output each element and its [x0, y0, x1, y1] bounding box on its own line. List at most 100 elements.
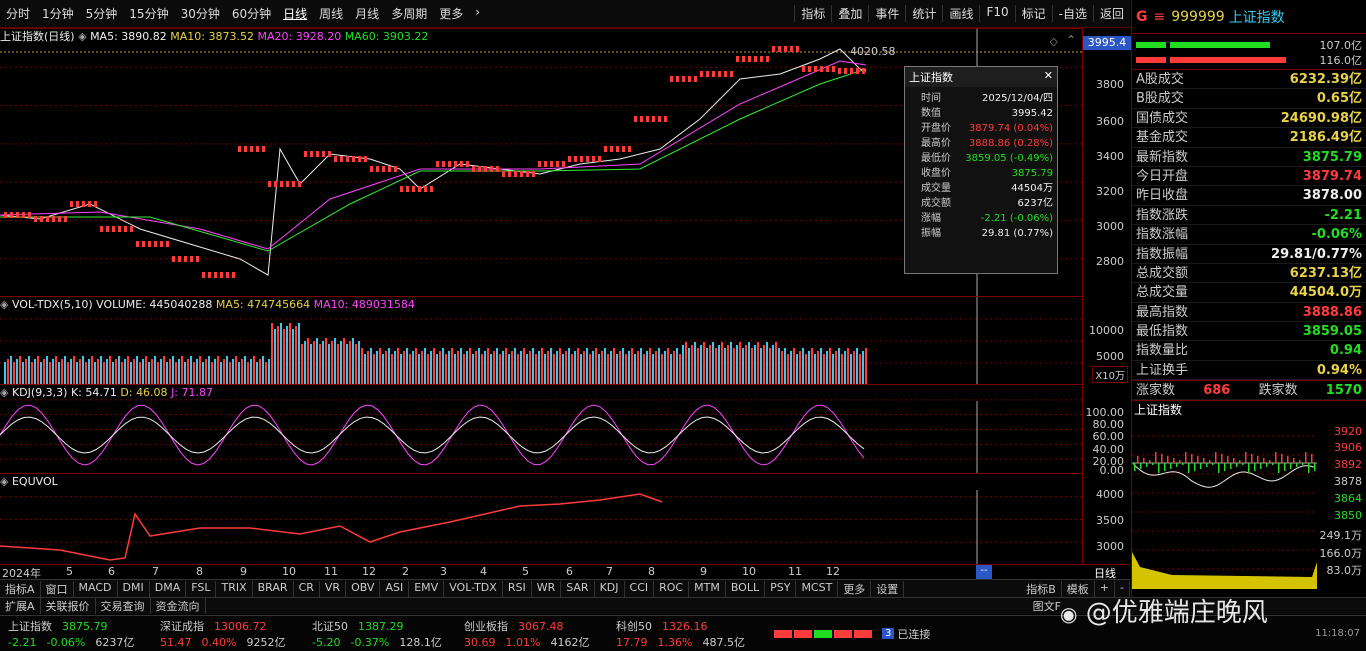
indicator-tab-0[interactable]: 指标A: [0, 580, 41, 597]
indicator-tab-18[interactable]: CCI: [625, 580, 655, 597]
tab-1[interactable]: 1分钟: [42, 7, 74, 21]
indicator-tab-2[interactable]: MACD: [74, 580, 118, 597]
connection-badge: 3: [882, 628, 895, 639]
indicator-right-2[interactable]: +: [1095, 580, 1116, 597]
indicator-tab-12[interactable]: EMV: [409, 580, 445, 597]
indicator-tab-4[interactable]: DMA: [150, 580, 187, 597]
settings-diamond-icon[interactable]: ◈: [78, 30, 87, 43]
price-pane[interactable]: 上证指数(日线) ◈ MA5: 3890.82 MA10: 3873.52 MA…: [0, 28, 1082, 297]
collapse-up-icon[interactable]: ⌃: [1065, 33, 1076, 47]
index-ticker[interactable]: 深证成指 13006.72 51.47 0.40% 9252亿: [152, 618, 304, 650]
kdj-chart[interactable]: [0, 385, 1082, 474]
toolbar-action-2[interactable]: 事件: [868, 5, 905, 22]
volume-chart[interactable]: [0, 297, 1082, 385]
toolbar-actions: 指标 叠加 事件 统计 画线 F10 标记 -自选 返回: [794, 5, 1130, 22]
indicator-tab-9[interactable]: VR: [320, 580, 347, 597]
tooltip-value: -2.21 (-0.06%): [980, 213, 1053, 224]
pane-menu-icon[interactable]: ◈: [0, 298, 9, 311]
date-tick: 3: [440, 565, 447, 578]
tooltip-value: 44504万: [1011, 183, 1053, 194]
indicator-tab-5[interactable]: FSL: [186, 580, 217, 597]
more-chevron-icon[interactable]: ›: [475, 5, 481, 19]
tab-7[interactable]: 周线: [319, 7, 344, 21]
toolbar-action-1[interactable]: 叠加: [831, 5, 868, 22]
indicator-tab-16[interactable]: SAR: [561, 580, 595, 597]
indicator-tab-1[interactable]: 窗口: [41, 580, 74, 597]
indicator-tab-6[interactable]: TRIX: [216, 580, 253, 597]
stat-label: 总成交量: [1136, 285, 1189, 301]
tab-6[interactable]: 日线: [283, 7, 308, 21]
intraday-mini-chart[interactable]: 上证指数 3920 3906 3892 3878 3864 3850 249.1万 166.0…: [1132, 399, 1366, 590]
tab-8[interactable]: 月线: [355, 7, 380, 21]
volume-pane[interactable]: ◈ VOL-TDX(5,10) VOLUME: 445040288 MA5: 4…: [0, 296, 1082, 385]
buy-bar: [1136, 42, 1166, 48]
stat-value: 0.65亿: [1316, 91, 1362, 107]
toolbar-action-4[interactable]: 画线: [942, 5, 979, 22]
indicator-tab-24[interactable]: 更多: [838, 580, 872, 597]
tab-9[interactable]: 多周期: [391, 7, 428, 21]
stat-row: 指数量比 0.94: [1132, 341, 1366, 361]
toolbar-action-0[interactable]: 指标: [794, 5, 831, 22]
indicator-right-1[interactable]: 模板: [1062, 580, 1095, 597]
index-ticker[interactable]: 北证50 1387.29 -5.20 -0.37% 128.1亿: [304, 618, 456, 650]
indicator-tab-17[interactable]: KDJ: [595, 580, 625, 597]
chart-text-tab[interactable]: 图文F: [1032, 600, 1061, 613]
indicator-tab-14[interactable]: RSI: [503, 580, 532, 597]
index-ticker[interactable]: 上证指数 3875.79 -2.21 -0.06% 6237亿: [0, 618, 152, 650]
indicator-tab-21[interactable]: BOLL: [726, 580, 766, 597]
pane-menu-icon[interactable]: ◈: [0, 386, 9, 399]
indicator-tab-15[interactable]: WR: [532, 580, 562, 597]
indicator-tab-8[interactable]: CR: [294, 580, 320, 597]
index-ticker[interactable]: 创业板指 3067.48 30.69 1.01% 4162亿: [456, 618, 608, 650]
bottom-tab-3[interactable]: 资金流向: [151, 598, 206, 614]
index-ticker[interactable]: 科创50 1326.16 17.79 1.36% 487.5亿: [608, 618, 760, 650]
date-tick: 8: [196, 565, 203, 578]
bottom-tab-0[interactable]: 扩展A: [0, 598, 41, 614]
equvol-chart[interactable]: [0, 474, 1082, 565]
indicator-tab-19[interactable]: ROC: [654, 580, 690, 597]
ticker-amount: 6237亿: [95, 635, 135, 649]
indicator-tab-7[interactable]: BRAR: [253, 580, 294, 597]
indicator-tab-3[interactable]: DMI: [118, 580, 150, 597]
indicator-tab-11[interactable]: ASI: [380, 580, 410, 597]
close-icon[interactable]: ✕: [1043, 69, 1053, 82]
tab-4[interactable]: 30分钟: [180, 7, 220, 21]
tab-3[interactable]: 15分钟: [129, 7, 169, 21]
tab-2[interactable]: 5分钟: [85, 7, 118, 21]
indicator-tab-22[interactable]: PSY: [765, 580, 797, 597]
ticker-pct: 1.36%: [657, 635, 693, 649]
mini-chart-svg[interactable]: [1132, 417, 1317, 589]
toolbar-action-3[interactable]: 统计: [905, 5, 942, 22]
buy-bar: [1170, 42, 1270, 48]
indicator-tab-20[interactable]: MTM: [689, 580, 726, 597]
toolbar-action-5[interactable]: F10: [979, 5, 1014, 22]
price-chart[interactable]: [0, 29, 1082, 297]
tab-10[interactable]: 更多: [439, 7, 464, 21]
tab-5[interactable]: 60分钟: [231, 7, 272, 21]
kdj-pane[interactable]: ◈ KDJ(9,3,3) K: 54.71 D: 46.08 J: 71.87: [0, 384, 1082, 474]
ma5-label: MA5: 3890.82: [90, 30, 167, 43]
bottom-tab-1[interactable]: 关联报价: [41, 598, 96, 614]
indicator-tab-13[interactable]: VOL-TDX: [444, 580, 503, 597]
tab-0[interactable]: 分时: [6, 7, 31, 21]
volume-unit: X10万: [1092, 366, 1128, 383]
toolbar-action-6[interactable]: 标记: [1014, 5, 1052, 22]
indicator-tab-10[interactable]: OBV: [346, 580, 381, 597]
indicator-tab-25[interactable]: 设置: [871, 580, 905, 597]
ticker-amount: 4162亿: [550, 635, 590, 649]
indicator-right-3[interactable]: -: [1115, 580, 1130, 597]
tooltip-key: 成交量: [921, 183, 951, 194]
equvol-pane[interactable]: ◈ EQUVOL: [0, 473, 1082, 565]
indicator-tab-23[interactable]: MCST: [796, 580, 839, 597]
tooltip-row: 成交额 6237亿: [905, 196, 1057, 211]
stat-row: A股成交 6232.39亿: [1132, 70, 1366, 90]
menu-icon[interactable]: ≡: [1153, 8, 1166, 25]
axis-tick: 80.00: [1092, 418, 1125, 431]
toolbar-action-8[interactable]: 返回: [1092, 5, 1130, 22]
date-tick: 2024年: [2, 567, 41, 580]
indicator-right-0[interactable]: 指标B: [1021, 580, 1062, 597]
toolbar-action-7[interactable]: -自选: [1051, 5, 1093, 22]
pane-menu-icon[interactable]: ◈: [0, 475, 9, 488]
expand-diamond-icon[interactable]: ◇: [1049, 35, 1058, 48]
bottom-tab-2[interactable]: 交易查询: [96, 598, 151, 614]
